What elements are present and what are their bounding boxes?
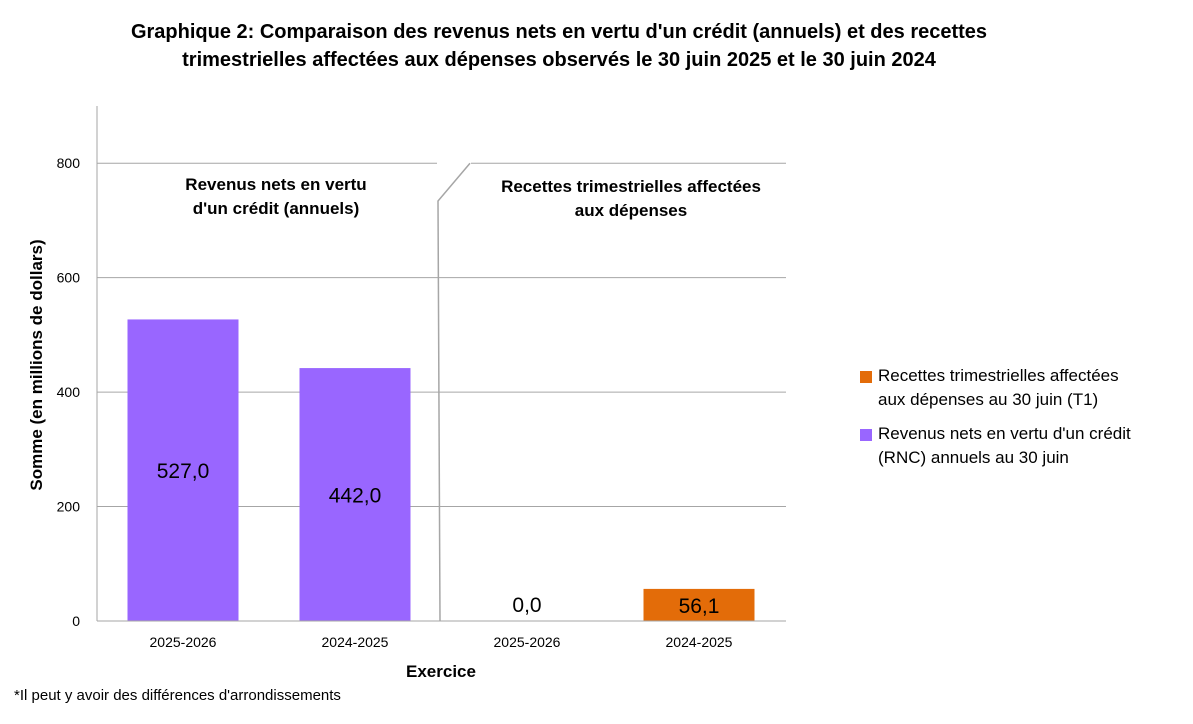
axes: [96, 106, 786, 622]
section-labels: Revenus nets en vertu d'un crédit (annuel…: [185, 175, 761, 220]
data-label: 442,0: [329, 485, 382, 508]
x-tick-label: 2024-2025: [666, 634, 733, 650]
data-label: 0,0: [512, 594, 541, 617]
data-label: 56,1: [679, 595, 720, 618]
x-tick-labels: 2025-2026 2024-2025 2025-2026 2024-2025: [150, 634, 733, 650]
section-label: Revenus nets en vertu: [185, 175, 366, 194]
legend-label-rnc-line-2: (RNC) annuels au 30 juin: [878, 448, 1069, 467]
y-tick-label: 800: [57, 155, 81, 171]
y-tick-label: 600: [57, 270, 81, 286]
x-tick-label: 2025-2026: [494, 634, 561, 650]
bar: [299, 368, 411, 621]
section-label: Recettes trimestrielles affectées: [501, 177, 761, 196]
legend-swatch-rnc: [860, 429, 872, 441]
legend-swatch-recettes: [860, 371, 872, 383]
legend: Recettes trimestrielles affectées aux dé…: [860, 364, 1190, 480]
bar: [643, 588, 755, 621]
footnote: *Il peut y avoir des différences d'arron…: [14, 687, 341, 704]
x-axis-title: Exercice: [406, 662, 476, 681]
section-label: d'un crédit (annuels): [193, 199, 360, 218]
y-axis-title: Somme (en millions de dollars): [27, 239, 46, 490]
legend-label-recettes-line-2: aux dépenses au 30 juin (T1): [878, 390, 1099, 409]
chart-title-line-1: Graphique 2: Comparaison des revenus net…: [130, 21, 988, 43]
section-divider-gap: [437, 161, 471, 166]
legend-label-rnc-line-1: Revenus nets en vertu d'un crédit: [878, 424, 1131, 443]
legend-item-recettes: Recettes trimestrielles affectées aux dé…: [860, 364, 1190, 412]
bar: [127, 319, 239, 621]
chart-title-line-2: trimestrielles affectées aux dépenses ob…: [182, 49, 936, 71]
y-tick-label: 200: [57, 499, 81, 515]
bars: [127, 319, 755, 621]
legend-label-recettes-line-1: Recettes trimestrielles affectées: [878, 366, 1119, 385]
data-labels: 527,0 442,0 0,0 56,1: [157, 460, 720, 618]
data-label: 527,0: [157, 460, 210, 483]
section-divider: [437, 162, 471, 622]
legend-item-rnc: Revenus nets en vertu d'un crédit (RNC) …: [860, 422, 1190, 470]
y-tick-labels: 0 200 400 600 800: [57, 155, 81, 629]
chart-title: Graphique 2: Comparaison des revenus net…: [0, 18, 1118, 74]
x-tick-label: 2025-2026: [150, 634, 217, 650]
x-tick-label: 2024-2025: [322, 634, 389, 650]
section-label: aux dépenses: [575, 201, 687, 220]
y-tick-label: 400: [57, 384, 81, 400]
y-tick-label: 0: [72, 613, 80, 629]
